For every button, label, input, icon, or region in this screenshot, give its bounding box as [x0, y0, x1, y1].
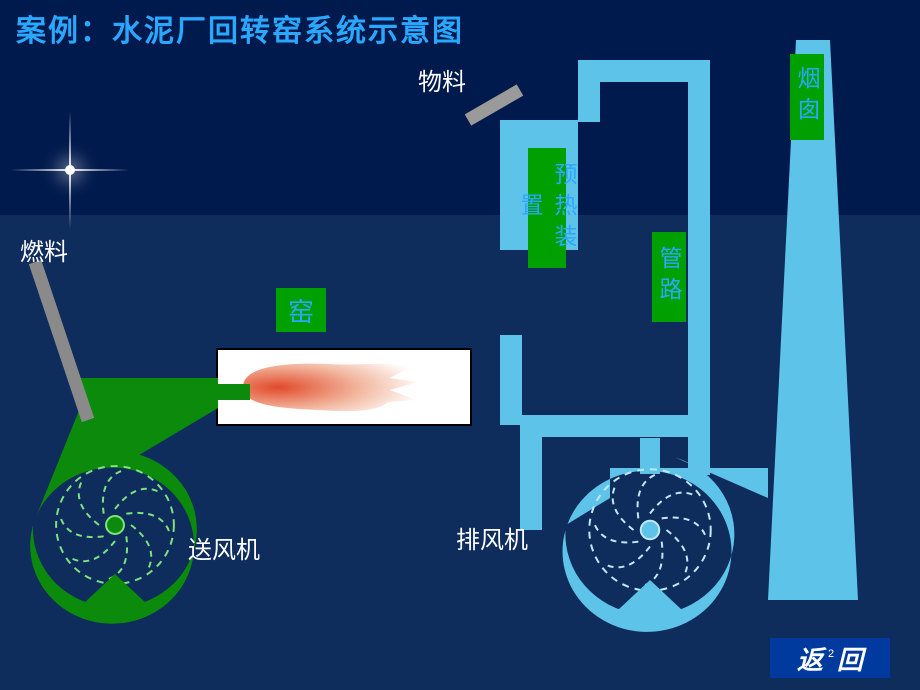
back-button-left: 返 — [797, 640, 823, 677]
label-supply: 送风机 — [188, 530, 260, 565]
exhaust-fan-icon — [0, 0, 920, 690]
label-duct: 管路 — [652, 232, 686, 322]
label-fuel: 燃料 — [20, 232, 68, 267]
label-exhaust: 排风机 — [456, 520, 528, 555]
label-chimney: 烟囱 — [790, 54, 824, 140]
back-button-right: 回 — [837, 640, 863, 677]
label-material: 物料 — [418, 62, 466, 97]
label-preheat: 预热装置 — [528, 148, 566, 268]
label-kiln: 窑 — [276, 288, 326, 332]
diagram-stage: 案例：水泥厂回转窑系统示意图 — [0, 0, 920, 690]
page-number: 2 — [828, 648, 834, 660]
supply-fan-nozzle — [212, 384, 250, 400]
